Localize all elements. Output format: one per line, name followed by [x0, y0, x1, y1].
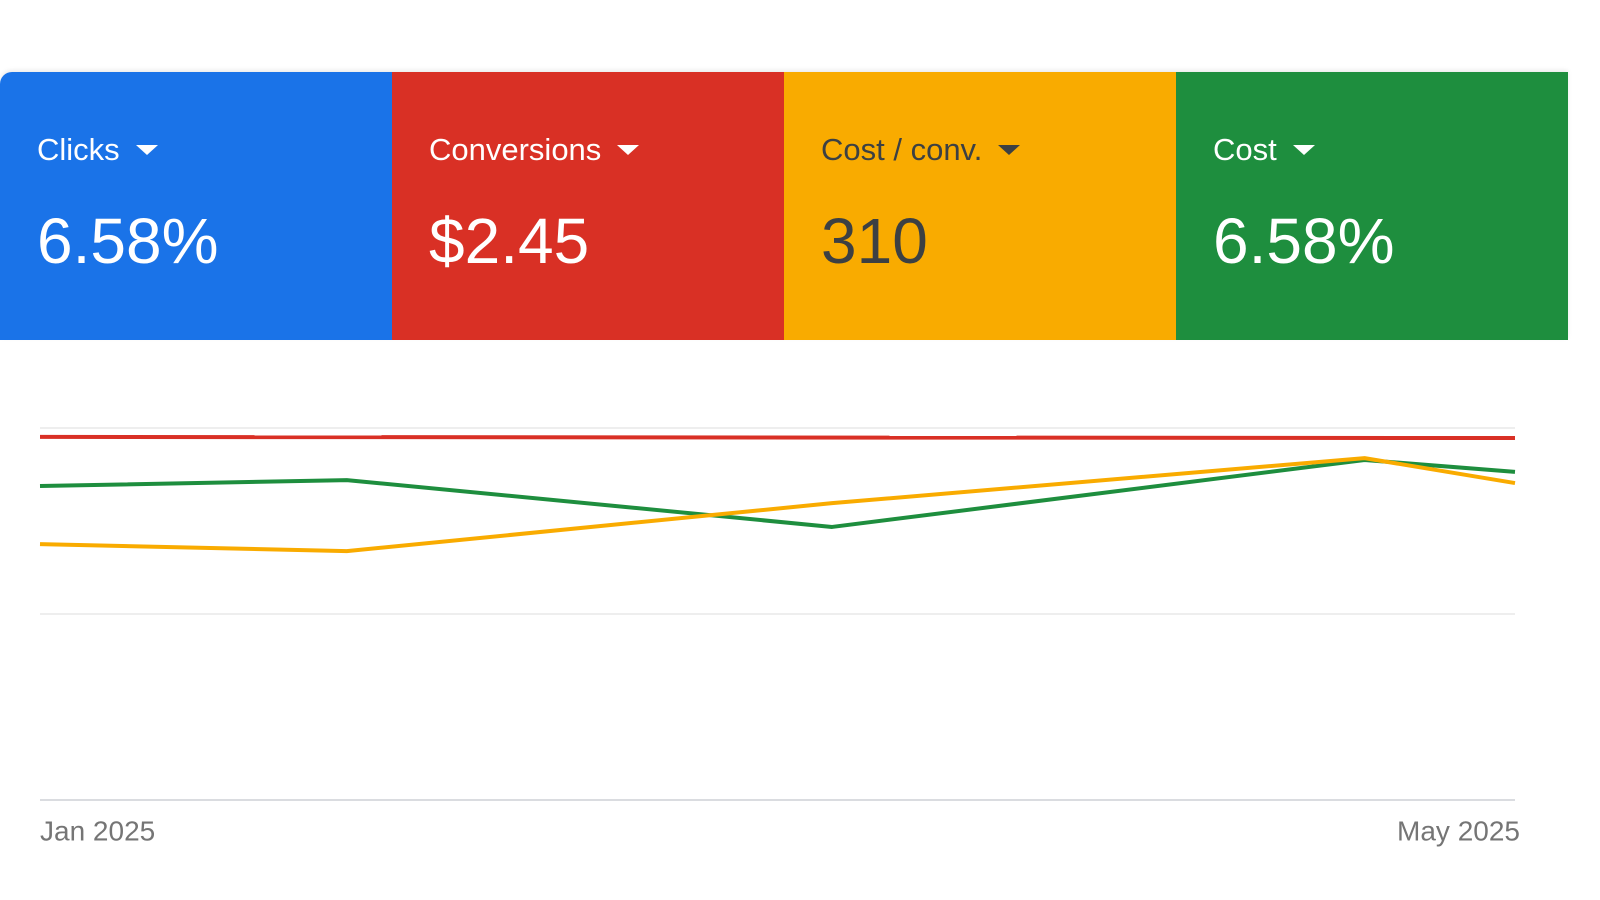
metric-value: 310 — [821, 205, 928, 277]
x-tick-label: Jan 2025 — [40, 815, 155, 846]
metric-card[interactable]: Cost 6.58% — [1176, 72, 1568, 340]
metric-value: 6.58% — [37, 205, 219, 277]
series-line — [39, 434, 1516, 441]
metric-value: $2.45 — [429, 205, 590, 277]
metric-value: 6.58% — [1213, 205, 1395, 277]
metric-label[interactable]: Conversions — [429, 132, 639, 168]
x-tick-label: May 2025 — [1397, 815, 1520, 846]
metric-label[interactable]: Cost / conv. — [821, 132, 1020, 168]
metric-card[interactable]: Conversions $2.45 — [392, 72, 784, 340]
metric-label[interactable]: Cost — [1213, 132, 1315, 168]
metric-label[interactable]: Clicks — [37, 132, 158, 168]
series-line — [39, 456, 1516, 554]
series-line — [39, 457, 1516, 529]
metric-cards: Clicks 6.58% Conversions $2.45 Cost / conv. 3… — [0, 72, 1568, 340]
metric-card[interactable]: Cost / conv. 310 — [784, 72, 1176, 340]
metric-card[interactable]: Clicks 6.58% — [0, 72, 392, 340]
